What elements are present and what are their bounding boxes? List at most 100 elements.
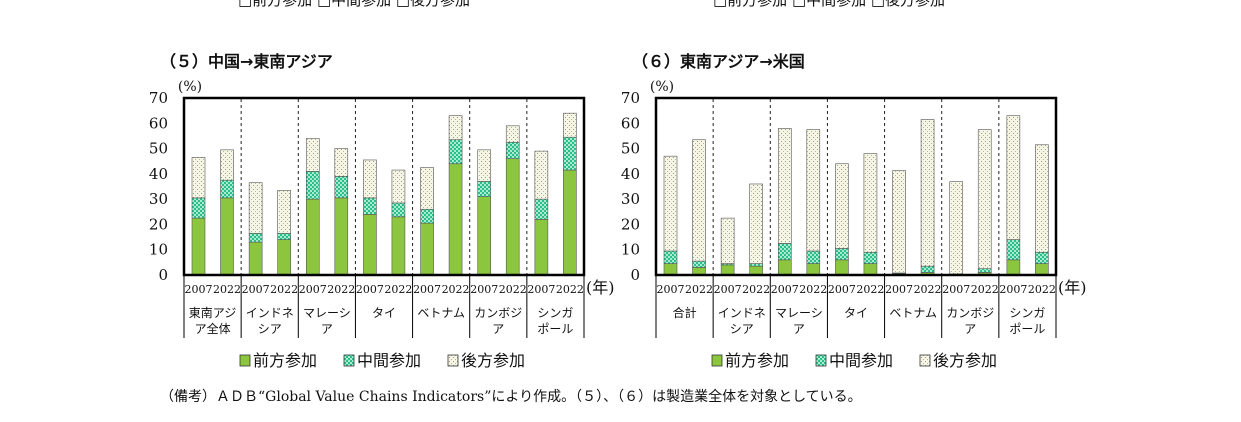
chart5-bar-後方参加 [563,112,577,138]
chart6-category-label: ア [964,322,976,336]
chart5-bar-前方参加 [248,241,263,276]
chart6-bar-中間参加 [777,243,792,261]
chart5-ytick-label: 60 [149,114,168,132]
chart6-bar-中間参加 [863,251,878,264]
chart6-year-label: 2022 [799,283,827,296]
chart6-legend-swatch [815,354,827,367]
chart6-bar-中間参加 [1035,251,1049,264]
chart5-bar-後方参加 [391,169,406,204]
chart5-bar-中間参加 [534,198,549,220]
chart6-bar-後方参加 [949,181,964,275]
chart6-bar-後方参加 [977,129,992,269]
chart5-year-label: 2007 [470,283,498,296]
chart6-ytick-label: 60 [621,114,640,132]
chart6-category-label: ベトナム [889,306,937,320]
chart6-ytick-label: 30 [621,190,640,208]
chart6-ytick-label: 70 [621,89,640,107]
chart5-bar-中間参加 [563,136,577,171]
chart6-bar-中間参加 [977,268,992,273]
chart6-year-label: 2022 [914,283,942,296]
chart5-bar-前方参加 [305,198,320,276]
chart5-bar-中間参加 [448,139,463,165]
chart5-ytick-label: 70 [149,89,168,107]
chart5-year-label: 2022 [499,283,527,296]
chart6-year-label: 2022 [856,283,884,296]
chart6-year-label: 2022 [971,283,999,296]
chart5-year-label: 2022 [327,283,355,296]
chart5-year-label: 2007 [413,283,441,296]
chart6-bar-前方参加 [749,265,763,276]
chart5-plot-frame [182,96,586,277]
chart6-year-label: 2007 [942,283,970,296]
chart5-bar-前方参加 [363,214,377,276]
chart5-category-label: マレーシ [303,306,351,320]
chart5-year-label: 2022 [556,283,584,296]
chart5-bar-中間参加 [363,197,377,215]
chart6-year-label: 2022 [685,283,713,296]
chart5-bar-前方参加 [563,169,577,276]
chart5-legend-label: 後方参加 [461,351,525,370]
chart5-ytick-label: 50 [149,140,168,158]
chart6-category-label: ア [793,322,805,336]
chart6-bar-後方参加 [892,170,906,274]
chart5-bar-後方参加 [305,138,320,172]
previous-legend-fragment-right: □前方参加 □中間参加 □後方参加 [713,0,946,9]
chart6-category-label: シア [730,322,754,336]
chart5-bar-中間参加 [220,179,234,199]
chart6-ytick-label: 10 [621,241,640,259]
chart6-bar-中間参加 [1006,239,1021,261]
chart5-title: （５）中国→東南アジア [160,52,333,71]
chart5-year-label: 2007 [527,283,555,296]
chart5-bar-前方参加 [220,197,234,276]
chart6-bar-前方参加 [1006,259,1021,276]
chart5-year-label: 2007 [185,283,213,296]
chart5-bar-中間参加 [505,141,520,159]
chart6-bar-後方参加 [749,183,763,264]
chart5-bar-後方参加 [363,159,377,199]
chart5-bar-前方参加 [420,222,434,276]
chart5-year-label: 2022 [270,283,298,296]
chart6-category-label: 合計 [673,305,697,320]
chart5-bar-後方参加 [277,189,291,234]
chart6-category-label: シンガ [1009,306,1045,320]
chart5-bar-中間参加 [391,202,406,218]
chart6-legend-label: 前方参加 [725,351,789,370]
chart5-ytick-label: 0 [158,266,168,284]
chart5-ylabel: (%) [178,79,202,95]
chart5-category-label: タイ [372,306,396,320]
chart5-category-label: シンガ [537,306,573,320]
chart5-bar-中間参加 [191,197,206,219]
chart6-ytick-label: 0 [630,266,640,284]
chart5-category-label: シア [258,322,282,336]
chart6-bar-後方参加 [720,217,735,264]
chart5-bar-前方参加 [505,158,520,276]
chart5-bar-後方参加 [248,182,263,234]
chart6-ytick-label: 40 [621,165,640,183]
chart5-year-label: 2022 [384,283,412,296]
chart6-bar-中間参加 [920,265,935,273]
chart5-ytick-label: 40 [149,165,168,183]
chart5-bar-中間参加 [334,176,349,199]
chart5-bar-後方参加 [420,167,434,210]
chart5-bar-後方参加 [334,148,349,177]
chart6-bar-前方参加 [863,263,878,276]
chart6-legend-label: 後方参加 [933,351,997,370]
chart6-bar-前方参加 [663,263,678,276]
chart6-year-label: 2007 [828,283,856,296]
chart6-bar-中間参加 [806,250,821,264]
chart6-bar-後方参加 [920,119,935,267]
chart5-bar-後方参加 [534,150,549,200]
chart5-bar-後方参加 [477,149,492,182]
chart5-category-label: 東南アジ [189,305,237,320]
chart6-bar-後方参加 [806,129,821,252]
chart6-year-label: 2022 [742,283,770,296]
chart6-category-label: インドネ [718,306,766,320]
chart5-bar-前方参加 [534,219,549,276]
chart5-year-label: 2007 [356,283,384,296]
chart5-ytick-label: 10 [149,241,168,259]
chart6-bar-前方参加 [720,264,735,276]
chart5-bar-前方参加 [391,216,406,276]
chart6-year-label: 2007 [771,283,799,296]
chart5-year-label: 2007 [299,283,327,296]
